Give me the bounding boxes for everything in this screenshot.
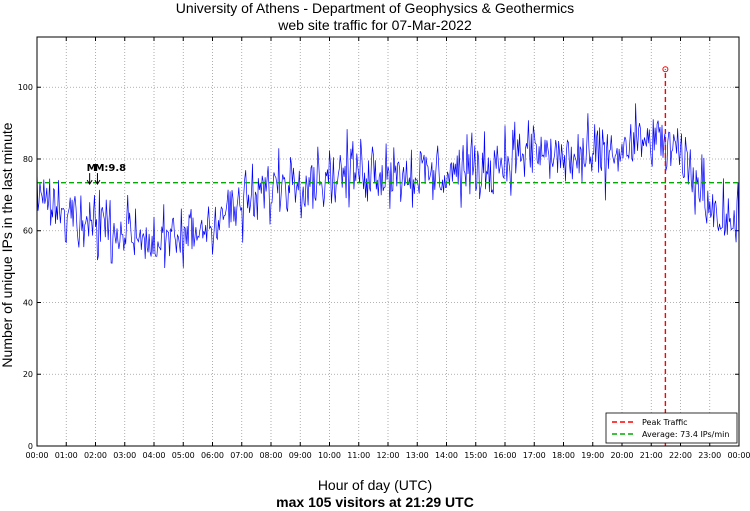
legend-entry: Average: 73.4 IPs/min: [642, 430, 729, 439]
x-tick-label: 19:00: [581, 451, 604, 460]
x-tick-label: 22:00: [669, 451, 692, 460]
x-tick-label: 09:00: [289, 451, 312, 460]
x-tick-label: 21:00: [640, 451, 663, 460]
annotation-label: M: [87, 163, 97, 174]
y-axis-label: Number of unique IPs in the last minute: [0, 122, 15, 368]
x-axis-label: Hour of day (UTC): [317, 477, 433, 493]
peak-marker: [662, 66, 669, 73]
x-tick-label: 00:00: [727, 451, 750, 460]
x-tick-label: 10:00: [318, 451, 341, 460]
annotation-arrowhead: [86, 179, 93, 186]
x-tick-label: 16:00: [493, 451, 516, 460]
x-tick-label: 18:00: [552, 451, 575, 460]
y-tick-label: 100: [18, 83, 33, 92]
y-tick-label: 40: [23, 298, 33, 307]
x-tick-label: 08:00: [259, 451, 282, 460]
x-tick-label: 23:00: [698, 451, 721, 460]
x-tick-label: 00:00: [25, 451, 48, 460]
x-tick-label: 17:00: [523, 451, 546, 460]
legend-box: [605, 412, 738, 444]
x-tick-label: 06:00: [201, 451, 224, 460]
chart-title-line2: web site traffic for 07-Mar-2022: [278, 17, 472, 33]
x-tick-label: 01:00: [55, 451, 78, 460]
plot-frame: [36, 36, 740, 447]
x-tick-label: 20:00: [610, 451, 633, 460]
y-tick-label: 20: [23, 370, 33, 379]
x-tick-label: 04:00: [142, 451, 165, 460]
chart-title-line1: University of Athens - Department of Geo…: [175, 0, 575, 16]
x-tick-label: 11:00: [347, 451, 370, 460]
annotation-label: M:9.8: [94, 163, 126, 174]
y-tick-label: 0: [28, 442, 33, 451]
annotation-arrowhead: [94, 179, 101, 186]
y-tick-label: 60: [23, 227, 33, 236]
x-tick-label: 13:00: [406, 451, 429, 460]
legend-entry: Peak Traffic: [642, 418, 688, 427]
y-tick-label: 80: [23, 155, 33, 164]
x-tick-label: 12:00: [376, 451, 399, 460]
x-tick-label: 15:00: [464, 451, 487, 460]
x-tick-label: 03:00: [113, 451, 136, 460]
chart-summary: max 105 visitors at 21:29 UTC: [276, 494, 474, 510]
x-tick-label: 14:00: [435, 451, 458, 460]
x-tick-label: 07:00: [230, 451, 253, 460]
x-tick-label: 05:00: [172, 451, 195, 460]
series-line-traffic: [36, 103, 740, 269]
x-tick-label: 02:00: [84, 451, 107, 460]
